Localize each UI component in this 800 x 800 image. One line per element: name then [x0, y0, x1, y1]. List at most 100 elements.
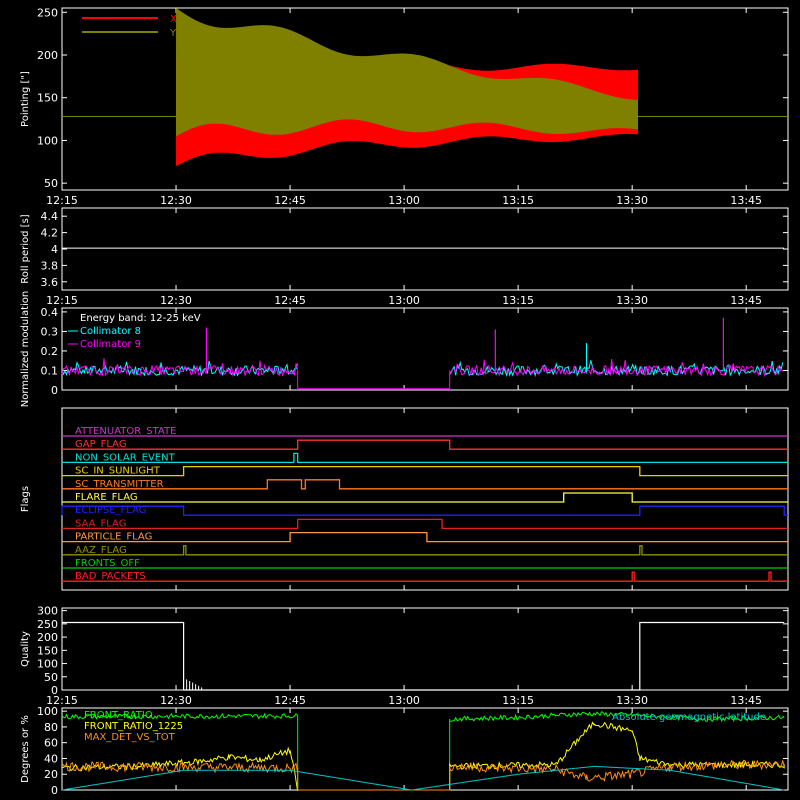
y-tick-label: 50: [44, 671, 58, 684]
flag-label: BAD_PACKETS: [75, 571, 146, 582]
y-tick-label: 0.2: [41, 345, 59, 358]
flag-label: ATTENUATOR_STATE: [75, 426, 176, 437]
flag-label: AAZ_FLAG: [75, 545, 127, 556]
y-tick-label: 60: [44, 737, 58, 750]
flag-label: GAP_FLAG: [75, 439, 127, 450]
time-tick-label: 13:00: [388, 194, 420, 207]
y-tick-label: 80: [44, 721, 58, 734]
time-tick-label: 13:00: [388, 694, 420, 707]
time-tick-label: 12:30: [160, 194, 192, 207]
legend-collimator8-label: Collimator 8: [80, 326, 141, 337]
time-tick-label: 12:30: [160, 294, 192, 307]
flag-label: SC_IN_SUNLIGHT: [75, 466, 161, 477]
y-tick-label: 4: [51, 243, 58, 256]
modulation-series-2: [61, 358, 298, 378]
y-tick-label: 0: [51, 784, 58, 797]
energy-band-annotation: Energy band: 12-25 keV: [80, 313, 201, 324]
latitude-annotation: Absolute geomagnetic latitude: [612, 712, 766, 723]
y-tick-label: 100: [37, 658, 58, 671]
legend-x-label: X: [170, 14, 177, 25]
y-axis-label: Pointing ["]: [20, 71, 31, 127]
time-tick-label: 13:45: [730, 694, 762, 707]
y-tick-label: 150: [37, 92, 58, 105]
time-tick-label: 12:15: [46, 194, 78, 207]
flag-line-aaz-flag: [62, 545, 788, 556]
time-tick-label: 13:45: [730, 294, 762, 307]
quality-line: [62, 621, 785, 691]
y-tick-label: 150: [37, 644, 58, 657]
y-axis-label: Flags: [20, 486, 31, 512]
y-tick-label: 50: [44, 177, 58, 190]
time-tick-label: 13:15: [502, 294, 534, 307]
flag-label: PARTICLE_FLAG: [75, 532, 152, 543]
time-tick-label: 12:15: [46, 694, 78, 707]
y-tick-label: 0.3: [41, 325, 59, 338]
flag-line-particle-flag: [62, 531, 788, 543]
time-tick-label: 12:45: [274, 294, 306, 307]
modulation-series-1: [61, 360, 298, 377]
time-tick-label: 13:30: [616, 194, 648, 207]
legend-y-label: Y: [169, 28, 177, 39]
y-tick-label: 0: [51, 384, 58, 397]
modulation-series-1: [449, 360, 784, 378]
y-tick-label: 200: [37, 49, 58, 62]
y-tick-label: 250: [37, 618, 58, 631]
y-tick-label: 100: [37, 705, 58, 718]
legend-front-ratio: FRONT_RATIO: [84, 710, 153, 721]
panel-frame: [61, 207, 789, 291]
y-tick-label: 100: [37, 134, 58, 147]
flag-label: FLARE_FLAG: [75, 492, 138, 503]
y-tick-label: 40: [44, 752, 58, 765]
y-tick-label: 4.2: [41, 227, 59, 240]
flag-line-gap-flag: [62, 439, 788, 450]
time-tick-label: 13:00: [388, 294, 420, 307]
time-tick-label: 13:30: [616, 294, 648, 307]
flag-label: NON_SOLAR_EVENT: [75, 452, 176, 463]
time-tick-label: 13:45: [730, 194, 762, 207]
legend-front-ratio-1225: FRONT_RATIO_1225: [84, 721, 183, 732]
series-max-det-vs-tot: [61, 759, 785, 791]
panel-frame: [61, 7, 789, 191]
modulation-series-2: [449, 358, 784, 378]
y-tick-label: 3.6: [41, 276, 59, 289]
flag-label: ECLIPSE_FLAG: [75, 505, 146, 516]
time-tick-label: 13:15: [502, 194, 534, 207]
time-tick-label: 12:15: [46, 294, 78, 307]
y-tick-label: 300: [37, 605, 58, 618]
flag-line-sc-transmitter: [62, 479, 788, 490]
y-axis-label: Quality: [20, 631, 31, 667]
panel-frame: [61, 307, 789, 391]
panel-frame: [61, 407, 789, 591]
time-tick-label: 12:30: [160, 694, 192, 707]
y-tick-label: 200: [37, 631, 58, 644]
flag-label: SC_TRANSMITTER: [75, 479, 164, 490]
y-tick-label: 0: [51, 684, 58, 697]
y-tick-label: 3.8: [41, 259, 59, 272]
legend-max-det: MAX_DET_VS_TOT: [84, 732, 176, 743]
y-axis-label: Normalized modulation: [20, 291, 31, 408]
flag-label: SAA_FLAG: [75, 518, 126, 529]
y-pointing-band: [176, 8, 639, 137]
panel-frame: [61, 607, 789, 691]
y-tick-label: 4.4: [41, 210, 59, 223]
flag-line-flare-flag: [62, 492, 788, 503]
flag-line-sc-in-sunlight: [62, 465, 788, 477]
time-tick-label: 13:15: [502, 694, 534, 707]
time-tick-label: 12:45: [274, 694, 306, 707]
y-tick-label: 0.4: [41, 306, 59, 319]
flag-label: FRONTS_OFF: [75, 558, 140, 569]
y-tick-label: 20: [44, 768, 58, 781]
flag-line-non-solar-event: [62, 452, 788, 464]
series-absolute-geomagnetic-latitude: [61, 765, 785, 791]
flag-line-bad-packets: [62, 571, 788, 582]
time-tick-label: 12:45: [274, 194, 306, 207]
flag-line-eclipse-flag: [61, 505, 788, 516]
y-axis-label: Roll period [s]: [20, 214, 31, 283]
y-axis-label: Degrees or %: [20, 715, 31, 783]
y-tick-label: 250: [37, 6, 58, 19]
flag-line-saa-flag: [62, 518, 788, 530]
legend-collimator9-label: Collimator 9: [80, 339, 141, 350]
time-tick-label: 13:30: [616, 694, 648, 707]
y-tick-label: 0.1: [41, 364, 59, 377]
